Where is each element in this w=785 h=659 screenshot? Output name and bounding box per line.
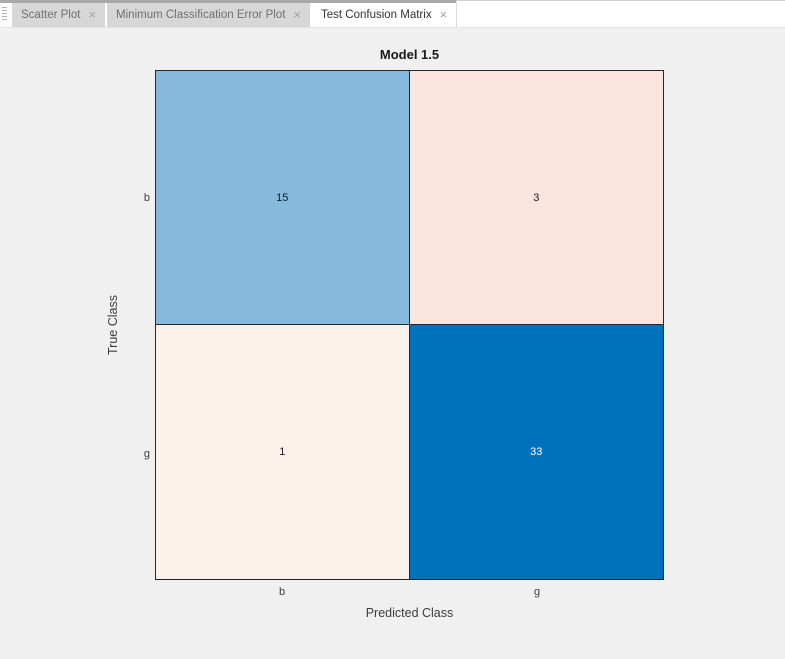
y-axis-label: True Class (106, 295, 120, 355)
confusion-cell-true-b-pred-g: 3 (409, 71, 663, 325)
close-icon[interactable]: × (293, 7, 301, 22)
tab-test-confusion-matrix[interactable]: Test Confusion Matrix × (312, 3, 457, 27)
document-tab-bar: Scatter Plot × Minimum Classification Er… (0, 0, 785, 27)
tabs-group: Scatter Plot × Minimum Classification Er… (0, 0, 457, 27)
y-tick-label-g: g (143, 448, 150, 460)
chart-title: Model 1.5 (379, 47, 440, 62)
drag-handle-icon[interactable] (0, 3, 10, 27)
tab-bar-divider (0, 27, 785, 28)
y-tick-label-b: b (143, 192, 150, 204)
confusion-cell-true-g-pred-g: 33 (409, 325, 663, 579)
confusion-cell-true-b-pred-b: 15 (156, 71, 410, 325)
tab-label: Scatter Plot (21, 9, 81, 21)
close-icon[interactable]: × (439, 7, 448, 22)
tab-minimum-classification-error-plot[interactable]: Minimum Classification Error Plot × (107, 3, 310, 27)
x-axis-label: Predicted Class (365, 606, 454, 620)
close-icon[interactable]: × (88, 7, 97, 22)
tab-scatter-plot[interactable]: Scatter Plot × (12, 3, 106, 27)
tab-label: Minimum Classification Error Plot (116, 9, 286, 21)
x-tick-label-g: g (533, 586, 541, 598)
tab-label: Test Confusion Matrix (321, 9, 432, 21)
confusion-cell-true-g-pred-b: 1 (156, 325, 410, 579)
confusion-matrix: 15 3 1 33 (155, 70, 664, 580)
x-tick-label-b: b (278, 586, 286, 598)
tab-bar-empty-space (456, 0, 785, 27)
